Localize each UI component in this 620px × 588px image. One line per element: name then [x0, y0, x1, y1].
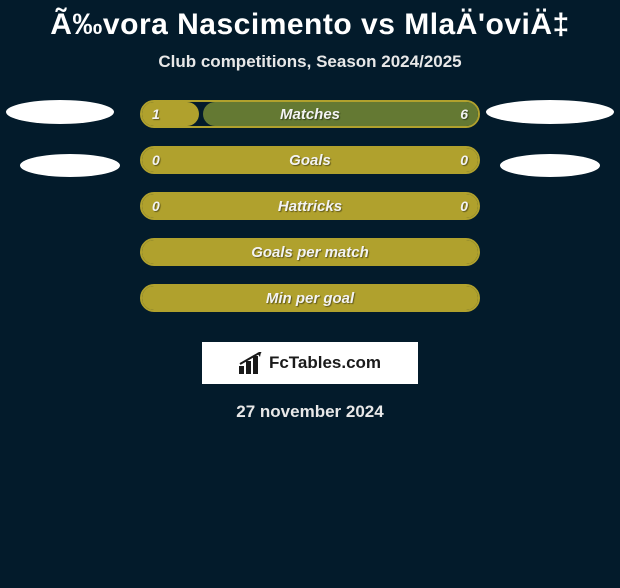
- page-subtitle: Club competitions, Season 2024/2025: [0, 52, 620, 72]
- left-player-ellipse: [20, 154, 120, 177]
- right-player-ellipse: [486, 100, 614, 124]
- stat-label: Goals: [140, 146, 480, 174]
- stat-bar: 16Matches: [140, 100, 480, 128]
- comparison-arena: 16Matches 00Goals 00Hattricks Goals per mat…: [0, 100, 620, 336]
- stat-bar: Goals per match: [140, 238, 480, 266]
- snapshot-date: 27 november 2024: [0, 402, 620, 422]
- stat-label: Hattricks: [140, 192, 480, 220]
- bars-icon: [239, 352, 265, 374]
- stat-label: Matches: [140, 100, 480, 128]
- page-title: Ã‰vora Nascimento vs MlaÄ'oviÄ‡: [0, 8, 620, 42]
- source-logo-text: FcTables.com: [269, 353, 381, 373]
- left-player-ellipse: [6, 100, 114, 124]
- stat-label: Min per goal: [140, 284, 480, 312]
- stat-bar: 00Hattricks: [140, 192, 480, 220]
- stat-bar: 00Goals: [140, 146, 480, 174]
- source-logo: FcTables.com: [202, 342, 418, 384]
- stat-bar: Min per goal: [140, 284, 480, 312]
- right-player-ellipse: [500, 154, 600, 177]
- stat-label: Goals per match: [140, 238, 480, 266]
